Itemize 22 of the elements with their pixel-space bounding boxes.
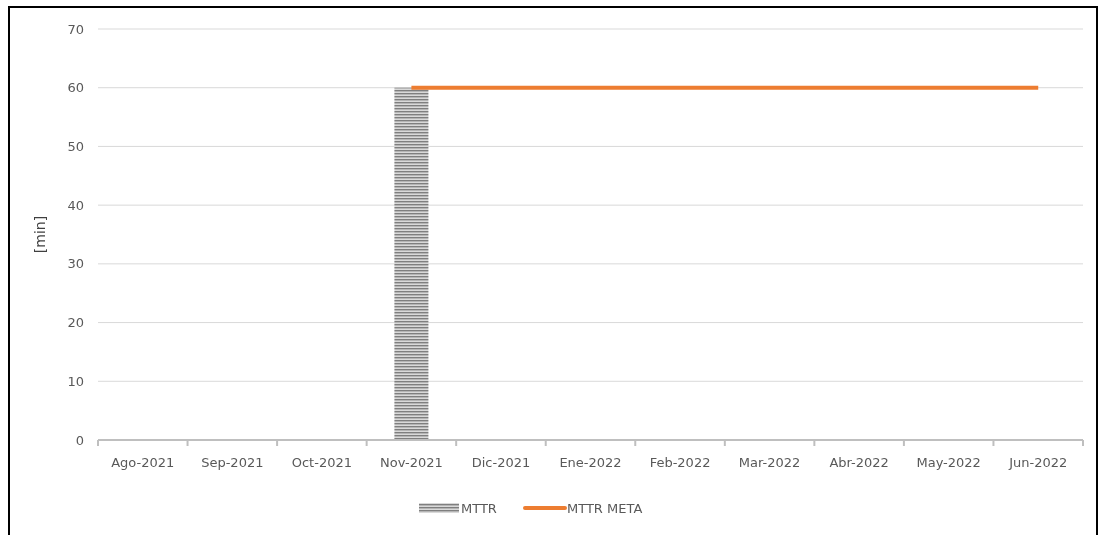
x-tick-label: Ago-2021 <box>111 455 175 470</box>
x-tick-label: Sep-2021 <box>201 455 264 470</box>
y-tick-label: 20 <box>67 315 84 331</box>
legend-label: MTTR META <box>567 500 643 516</box>
x-tick-label: Jun-2022 <box>1008 455 1068 470</box>
x-tick-label: Abr-2022 <box>829 455 889 470</box>
x-tick-label: Dic-2021 <box>471 455 531 470</box>
y-tick-label: 60 <box>67 80 84 96</box>
x-tick-label: Oct-2021 <box>291 455 352 470</box>
x-tick-label: Ene-2022 <box>559 455 622 470</box>
y-tick-label: 30 <box>67 256 84 272</box>
legend-label: MTTR <box>461 500 497 516</box>
y-tick-label: 50 <box>67 138 84 154</box>
x-tick-label: Nov-2021 <box>380 455 443 470</box>
x-tick-label: Feb-2022 <box>649 455 711 470</box>
y-axis-title: [min] <box>32 215 48 254</box>
y-tick-label: 0 <box>75 432 84 448</box>
y-tick-label: 70 <box>67 21 84 37</box>
x-tick-label: May-2022 <box>916 455 981 470</box>
y-tick-label: 10 <box>67 373 84 389</box>
x-tick-label: Mar-2022 <box>738 455 801 470</box>
y-tick-label: 40 <box>67 197 84 213</box>
